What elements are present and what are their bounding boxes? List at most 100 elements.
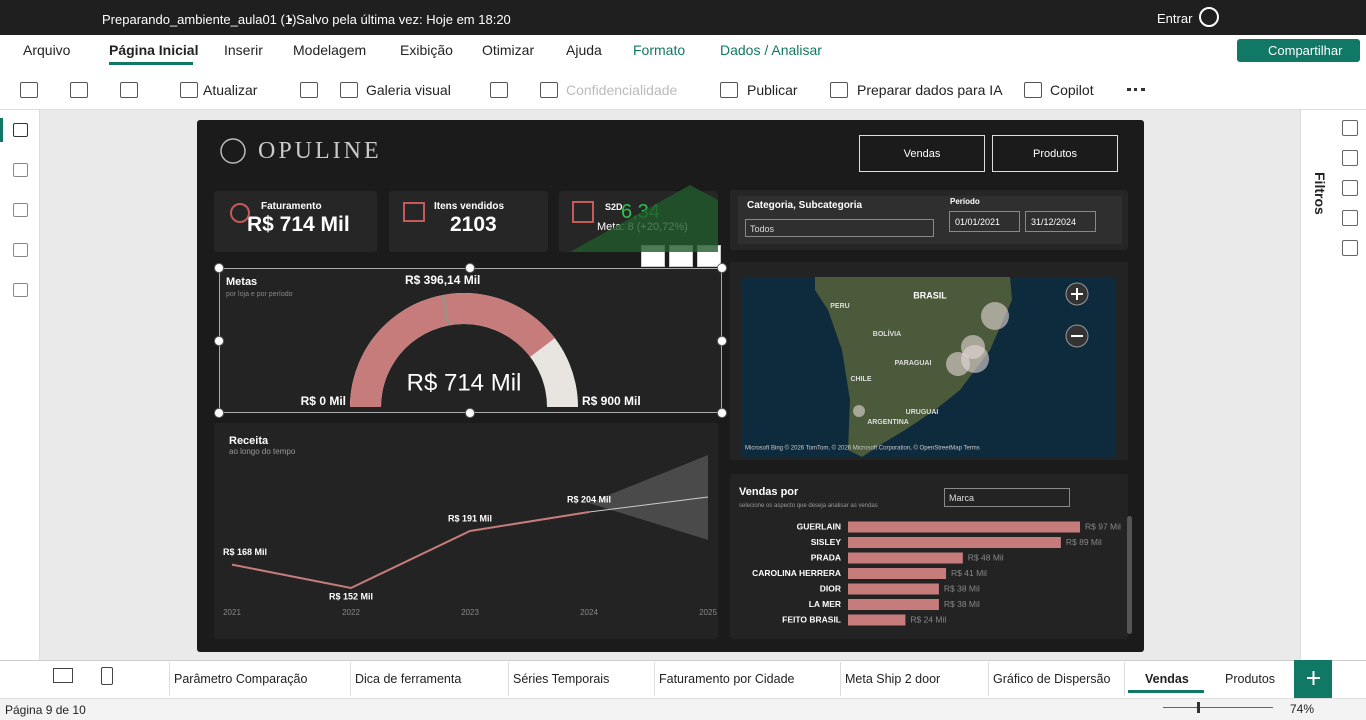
page-tab[interactable]: Parâmetro Comparação	[174, 672, 308, 686]
right-pane	[1300, 110, 1366, 660]
gauge-max-label: R$ 900 Mil	[582, 394, 641, 408]
kpi-label: S2D	[605, 202, 623, 212]
share-button[interactable]	[1237, 39, 1360, 62]
save-status: • Salvo pela última vez: Hoje em 18:20	[288, 12, 511, 27]
ribbon-button[interactable]: Atualizar	[203, 82, 258, 98]
nav-active	[0, 118, 3, 142]
data-label: R$ 204 Mil	[567, 494, 611, 504]
map-label: URUGUAI	[906, 409, 939, 416]
kpi-icon	[230, 203, 250, 223]
trend-shape	[570, 185, 718, 252]
dropdown-value[interactable]: Marca	[949, 493, 975, 503]
ribbon	[0, 35, 1366, 110]
bar	[848, 583, 939, 595]
pane-icon[interactable]	[1342, 150, 1358, 166]
map-bubble	[946, 352, 970, 376]
map-attribution: Microsoft Bing © 2026 TomTom, © 2026 Mic…	[745, 445, 980, 452]
ribbon-button[interactable]: Confidencialidade	[566, 82, 678, 98]
status-bar	[0, 698, 1366, 720]
ribbon-button[interactable]: Publicar	[747, 82, 798, 98]
y-tick-label: DIOR	[820, 583, 841, 593]
page-tab[interactable]: Meta Ship 2 door	[845, 672, 941, 686]
menu-tab[interactable]: Página Inicial	[109, 42, 199, 58]
share-label[interactable]: Compartilhar	[1268, 43, 1343, 58]
map-label: BRASIL	[913, 290, 947, 300]
zoom-slider[interactable]	[1163, 707, 1273, 708]
kpi-value: R$ 714 Mil	[247, 213, 350, 236]
x-tick-label: 2022	[342, 608, 360, 617]
chart-title: Receita	[229, 435, 269, 447]
tab-divider	[350, 662, 351, 696]
date-value[interactable]: 31/12/2024	[1031, 217, 1077, 227]
gauge-target	[441, 294, 450, 326]
ribbon-button[interactable]: Copilot	[1050, 82, 1094, 98]
title-bar	[0, 0, 1366, 35]
resize-handle	[214, 263, 224, 273]
view-icon[interactable]	[53, 668, 73, 683]
pane-icon[interactable]	[1342, 240, 1358, 256]
menu-tab[interactable]: Ajuda	[566, 42, 602, 58]
date-value[interactable]: 01/01/2021	[955, 217, 1001, 227]
dimension-dropdown[interactable]	[944, 488, 1070, 507]
date-input[interactable]	[949, 211, 1020, 232]
data-label: R$ 41 Mil	[951, 568, 987, 578]
nav-icon[interactable]	[13, 123, 28, 137]
ribbon-button[interactable]: Preparar dados para IA	[857, 82, 1003, 98]
resize-handle	[717, 336, 727, 346]
sign-in[interactable]: Entrar	[1157, 11, 1193, 26]
category-dropdown[interactable]	[745, 219, 934, 237]
scrollbar	[1127, 516, 1132, 634]
ribbon-icon	[490, 82, 508, 98]
page-tab[interactable]: Produtos	[1225, 672, 1276, 686]
nav-icon[interactable]	[13, 203, 28, 217]
y-tick-label: PRADA	[811, 552, 841, 562]
forecast-line	[588, 496, 709, 513]
map-bubble	[981, 302, 1009, 330]
menu-tab[interactable]: Arquivo	[23, 42, 71, 58]
ribbon-button[interactable]: Galeria visual	[366, 82, 451, 98]
dropdown-value[interactable]: Todos	[750, 224, 775, 234]
pane-icon[interactable]	[1342, 210, 1358, 226]
page-tab[interactable]: Faturamento por Cidade	[659, 672, 795, 686]
page-tab[interactable]: Gráfico de Dispersão	[993, 672, 1111, 686]
menu-tab[interactable]: Modelagem	[293, 42, 367, 58]
user-icon	[1199, 7, 1219, 27]
bar	[848, 537, 1061, 548]
chart-subtitle: selecione os aspecto que deseja analisar…	[739, 503, 878, 509]
data-label: R$ 89 Mil	[1066, 537, 1102, 547]
x-tick-label: 2023	[461, 608, 479, 617]
page-tab[interactable]: Séries Temporais	[513, 672, 610, 686]
more-button[interactable]	[1127, 88, 1145, 91]
nav-icon[interactable]	[13, 243, 28, 257]
menu-tab[interactable]: Dados / Analisar	[720, 42, 822, 58]
pane-icon[interactable]	[1342, 120, 1358, 136]
nav-icon[interactable]	[13, 283, 28, 297]
kpi-icon	[403, 202, 425, 222]
menu-tab[interactable]: Inserir	[224, 42, 263, 58]
gauge-title: Metas	[226, 276, 258, 288]
view-icon[interactable]	[101, 667, 113, 685]
nav-button-label[interactable]: Produtos	[1032, 148, 1078, 160]
data-label: R$ 48 Mil	[968, 552, 1004, 562]
data-label: R$ 168 Mil	[223, 547, 267, 557]
ribbon-icon	[70, 82, 88, 98]
nav-icon[interactable]	[13, 163, 28, 177]
y-tick-label: GUERLAIN	[797, 521, 841, 531]
nav-button[interactable]	[992, 135, 1118, 172]
page-tab[interactable]: Dica de ferramenta	[355, 672, 462, 686]
chart-subtitle: ao longo do tempo	[229, 447, 296, 456]
x-tick-label: 2024	[580, 608, 598, 617]
kpi-value: 2103	[450, 213, 497, 236]
map-label: ARGENTINA	[867, 419, 909, 426]
menu-tab[interactable]: Formato	[633, 42, 686, 58]
pane-icon[interactable]	[1342, 180, 1358, 196]
gauge-target-label: R$ 396,14 Mil	[405, 273, 480, 287]
gauge-value	[350, 293, 555, 407]
date-input[interactable]	[1025, 211, 1096, 232]
menu-tab[interactable]: Otimizar	[482, 42, 535, 58]
menu-tab[interactable]: Exibição	[400, 42, 453, 58]
page-tab[interactable]: Vendas	[1145, 672, 1189, 686]
nav-button[interactable]	[859, 135, 985, 172]
nav-button-label[interactable]: Vendas	[903, 148, 941, 160]
